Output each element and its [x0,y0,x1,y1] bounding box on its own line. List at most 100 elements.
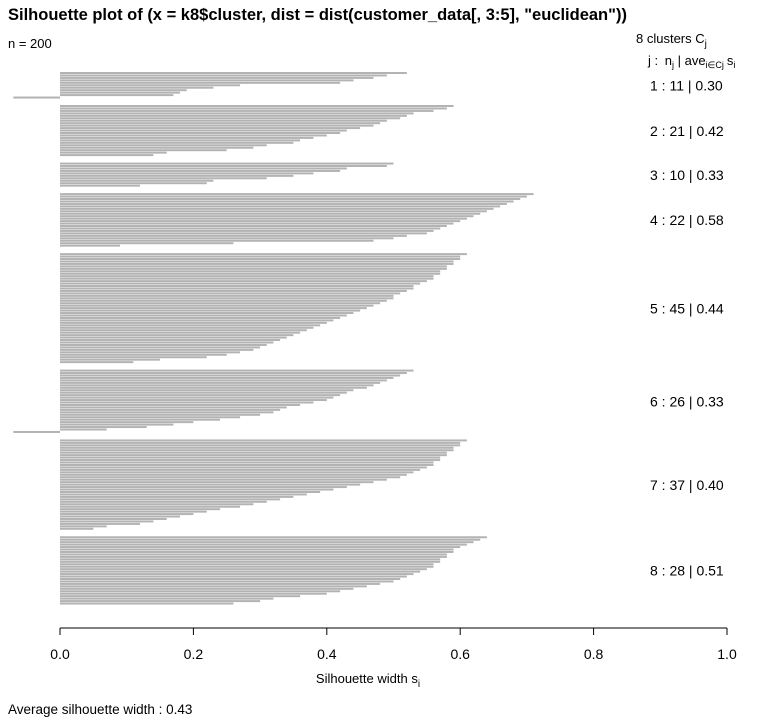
silhouette-bar-c8-8 [60,553,447,556]
silhouette-bar-c8-22 [60,587,354,590]
silhouette-bar-c6-5 [60,379,387,382]
silhouette-bar-c7-18 [60,481,374,484]
silhouette-bar-c2-11 [60,129,347,132]
cluster-label-8: 8 : 28 | 0.51 [650,563,724,579]
silhouette-bar-c5-8 [60,270,441,273]
silhouette-bar-c2-4 [60,112,414,115]
silhouette-bar-c1-1 [60,72,407,74]
silhouette-bar-c5-6 [60,265,447,268]
silhouette-bar-c6-4 [60,376,394,379]
silhouette-bar-c8-25 [60,595,301,598]
silhouette-bar-c8-15 [60,570,421,573]
silhouette-bar-c7-31 [60,513,194,516]
silhouette-bar-c5-10 [60,275,434,278]
silhouette-bar-c6-3 [60,374,401,377]
silhouette-bar-c8-26 [60,597,274,600]
x-tick-label-1: 0.2 [184,646,204,662]
silhouette-bar-c7-25 [60,498,281,501]
silhouette-bar-c3-10 [60,184,141,187]
silhouette-bar-c2-19 [60,149,227,152]
silhouette-bar-c8-7 [60,550,454,553]
silhouette-bar-c4-1 [60,193,534,196]
silhouette-bar-c5-39 [60,346,261,349]
silhouette-bar-c2-17 [60,144,267,147]
silhouette-bar-c7-8 [60,456,441,459]
silhouette-bar-c4-2 [60,195,527,198]
silhouette-bar-c7-22 [60,490,321,493]
silhouette-bar-c8-18 [60,577,401,580]
silhouette-bar-c6-17 [60,408,281,411]
silhouette-bar-c4-10 [60,215,474,218]
silhouette-bar-c8-13 [60,565,434,568]
silhouette-bar-c8-1 [60,536,487,539]
silhouette-bar-c5-13 [60,282,421,285]
cluster-label-2: 2 : 21 | 0.42 [650,123,724,139]
silhouette-bar-c6-18 [60,411,274,414]
silhouette-bar-c4-18 [60,234,407,237]
silhouette-bar-c5-24 [60,309,361,312]
silhouette-bar-c5-18 [60,294,394,297]
silhouette-bar-c3-4 [60,169,341,172]
silhouette-bar-c5-34 [60,334,294,337]
silhouette-bar-c7-4 [60,446,454,449]
x-axis: 0.0 0.2 0.4 0.6 0.8 1.0 [50,627,737,662]
silhouette-bar-c8-2 [60,538,481,541]
cluster-label-3: 3 : 10 | 0.33 [650,167,724,183]
silhouette-bar-c4-16 [60,229,434,232]
silhouette-bar-c8-21 [60,585,367,588]
silhouette-bar-c5-28 [60,319,334,322]
silhouette-bar-c4-11 [60,217,467,220]
silhouette-bar-c7-3 [60,444,461,447]
silhouette-bar-c7-9 [60,459,441,462]
silhouette-bar-c5-45 [60,361,134,364]
cluster-labels: 1 : 11 | 0.30 2 : 21 | 0.42 3 : 10 | 0.33 4… [650,78,724,579]
silhouette-bar-c6-22 [60,421,194,424]
silhouette-bar-c4-13 [60,222,454,225]
x-tick-label-0: 0.0 [50,646,70,662]
silhouette-bar-c7-7 [60,454,447,457]
silhouette-bar-c7-35 [60,522,141,525]
silhouette-bar-c6-8 [60,386,367,389]
silhouette-bar-c1-10 [60,94,174,97]
silhouette-bar-c1-3 [60,76,374,79]
silhouette-bar-c4-9 [60,212,481,215]
silhouette-bar-c8-27 [60,600,261,603]
silhouette-bar-c4-12 [60,220,461,223]
silhouette-bar-c7-30 [60,510,207,513]
silhouette-bar-c5-33 [60,331,301,334]
silhouette-bar-c1-8 [60,89,187,92]
silhouette-bar-c5-19 [60,297,394,300]
silhouette-bar-c6-14 [60,401,314,404]
silhouette-bar-c2-7 [60,119,387,122]
silhouette-bar-c6-1 [60,369,414,372]
cluster-label-6: 6 : 26 | 0.33 [650,394,724,410]
silhouette-bar-c5-21 [60,302,381,305]
silhouette-bar-c5-22 [60,304,374,307]
silhouette-bar-c5-44 [60,358,161,361]
silhouette-bar-c4-21 [60,242,234,245]
silhouette-bar-c7-17 [60,478,387,481]
silhouette-bar-c5-31 [60,326,314,329]
silhouette-bar-c4-3 [60,198,521,201]
silhouette-bar-c7-28 [60,505,241,508]
silhouette-bar-c8-14 [60,568,427,571]
silhouette-bar-c7-5 [60,449,454,452]
silhouette-bar-c2-16 [60,141,294,144]
silhouette-bar-c2-8 [60,122,381,125]
silhouette-bar-c2-1 [60,105,454,108]
silhouette-bar-c7-12 [60,466,427,469]
silhouette-bar-c8-10 [60,558,441,561]
silhouette-bar-c8-4 [60,543,467,546]
silhouette-bar-c8-11 [60,560,441,563]
silhouette-bar-c8-6 [60,548,454,551]
silhouette-bar-c3-8 [60,179,214,182]
silhouette-bar-c7-19 [60,483,361,486]
silhouette-bar-c5-40 [60,348,254,351]
silhouette-bar-c6-16 [60,406,287,409]
silhouette-bar-c2-10 [60,127,361,130]
silhouette-bar-c7-27 [60,503,254,506]
silhouette-bar-c4-14 [60,225,447,228]
plot-title: Silhouette plot of (x = k8$cluster, dist… [8,6,627,24]
silhouette-bar-c5-20 [60,299,387,302]
silhouette-bar-c3-1 [60,162,394,165]
